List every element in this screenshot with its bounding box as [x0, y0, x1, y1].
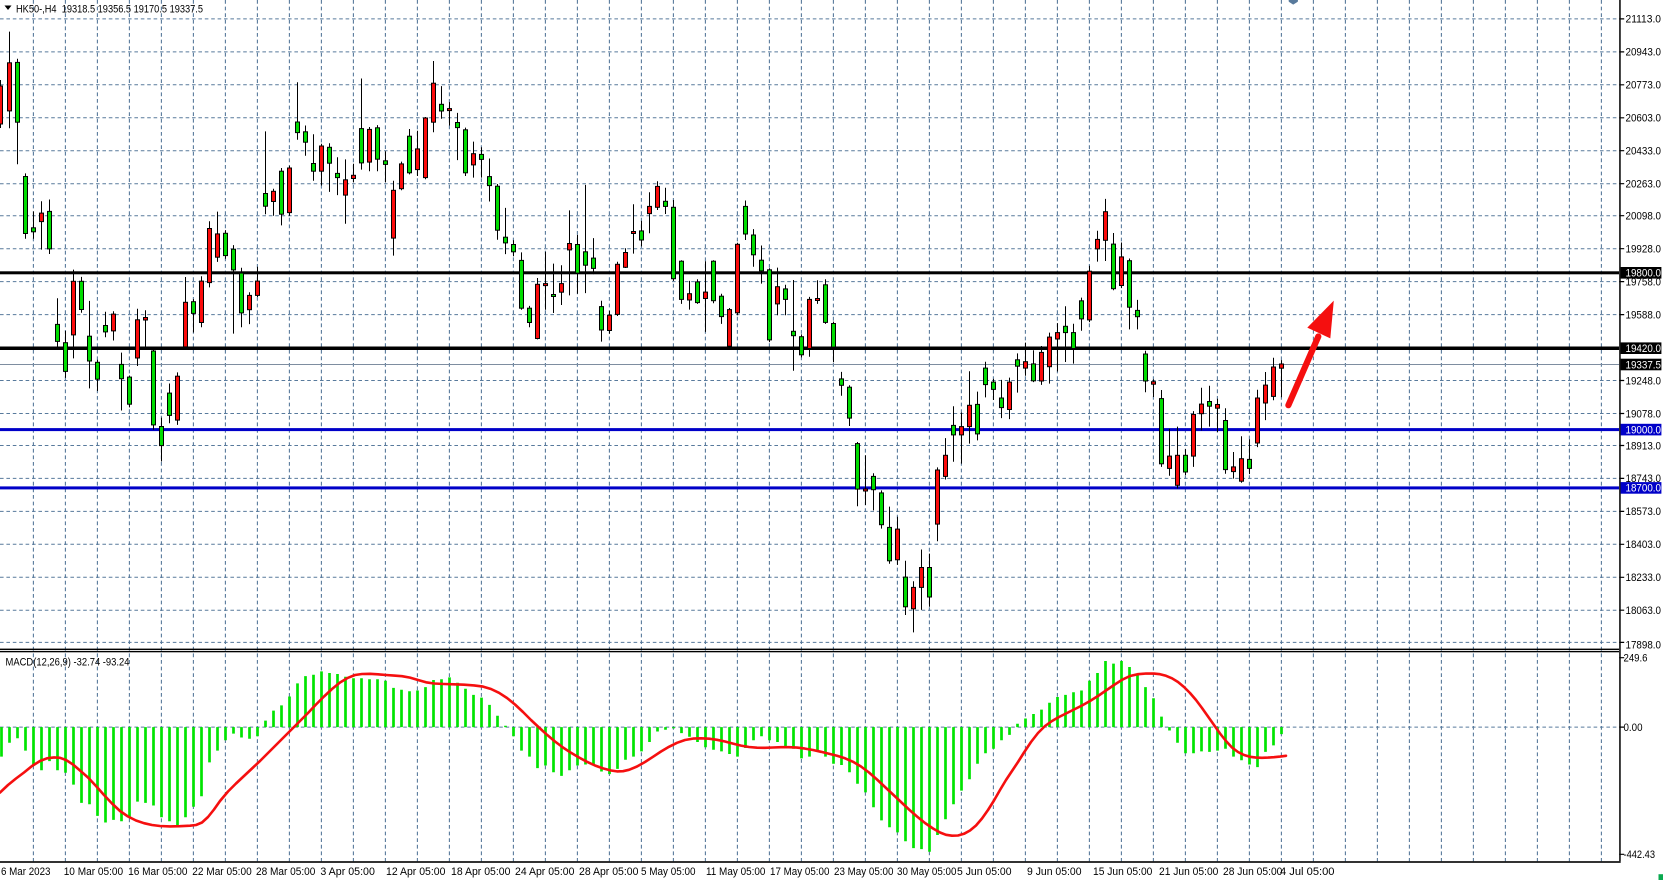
svg-text:19078.0: 19078.0 — [1626, 408, 1662, 420]
svg-text:20098.0: 20098.0 — [1626, 211, 1662, 223]
svg-text:5 Jun 05:00: 5 Jun 05:00 — [957, 866, 1012, 878]
svg-text:10 Mar 05:00: 10 Mar 05:00 — [64, 866, 123, 878]
svg-text:4 Jul 05:00: 4 Jul 05:00 — [1280, 866, 1335, 878]
svg-text:20603.0: 20603.0 — [1626, 113, 1662, 125]
svg-text:23 May 05:00: 23 May 05:00 — [834, 866, 893, 878]
svg-text:19588.0: 19588.0 — [1626, 309, 1662, 321]
svg-text:3 Apr 05:00: 3 Apr 05:00 — [320, 866, 375, 878]
svg-text:18233.0: 18233.0 — [1626, 572, 1662, 584]
svg-text:20773.0: 20773.0 — [1626, 80, 1662, 92]
svg-text:249.6: 249.6 — [1624, 653, 1648, 665]
svg-text:5 May 05:00: 5 May 05:00 — [641, 866, 696, 878]
svg-text:20433.0: 20433.0 — [1626, 146, 1662, 158]
svg-text:18403.0: 18403.0 — [1626, 539, 1662, 551]
svg-text:19420.0: 19420.0 — [1626, 343, 1662, 355]
svg-text:19800.0: 19800.0 — [1626, 268, 1662, 280]
svg-text:19758.0: 19758.0 — [1626, 276, 1662, 288]
svg-text:19248.0: 19248.0 — [1626, 375, 1662, 387]
svg-text:24 Apr 05:00: 24 Apr 05:00 — [515, 866, 574, 878]
svg-text:18913.0: 18913.0 — [1626, 440, 1662, 452]
svg-text:19928.0: 19928.0 — [1626, 244, 1662, 256]
svg-text:9 Jun 05:00: 9 Jun 05:00 — [1027, 866, 1082, 878]
svg-text:19000.0: 19000.0 — [1626, 424, 1662, 436]
svg-text:21113.0: 21113.0 — [1626, 14, 1662, 26]
svg-text:20943.0: 20943.0 — [1626, 47, 1662, 59]
svg-text:16 Mar 05:00: 16 Mar 05:00 — [128, 866, 187, 878]
svg-text:-442.43: -442.43 — [1624, 849, 1656, 861]
svg-text:28 Apr 05:00: 28 Apr 05:00 — [579, 866, 638, 878]
svg-text:21 Jun 05:00: 21 Jun 05:00 — [1159, 866, 1218, 878]
svg-text:18573.0: 18573.0 — [1626, 506, 1662, 518]
svg-text:17898.0: 17898.0 — [1626, 640, 1662, 652]
svg-text:18700.0: 18700.0 — [1626, 483, 1662, 495]
svg-text:18 Apr 05:00: 18 Apr 05:00 — [451, 866, 510, 878]
svg-text:18063.0: 18063.0 — [1626, 605, 1662, 617]
svg-text:30 May 05:00: 30 May 05:00 — [897, 866, 956, 878]
svg-text:12 Apr 05:00: 12 Apr 05:00 — [386, 866, 445, 878]
svg-text:22 Mar 05:00: 22 Mar 05:00 — [192, 866, 251, 878]
svg-text:11 May 05:00: 11 May 05:00 — [706, 866, 765, 878]
svg-text:28 Jun 05:00: 28 Jun 05:00 — [1223, 866, 1282, 878]
svg-text:HK50-,H4 19318.5 19356.5 1917: HK50-,H4 19318.5 19356.5 19170.5 19337.5 — [16, 4, 203, 16]
svg-text:20263.0: 20263.0 — [1626, 179, 1662, 191]
svg-text:28 Mar 05:00: 28 Mar 05:00 — [256, 866, 315, 878]
svg-text:6 Mar 2023: 6 Mar 2023 — [1, 866, 51, 878]
svg-text:MACD(12,26,9) -32.74 -93.24: MACD(12,26,9) -32.74 -93.24 — [6, 657, 130, 669]
svg-text:17 May 05:00: 17 May 05:00 — [770, 866, 829, 878]
svg-text:0.00: 0.00 — [1624, 722, 1643, 734]
svg-text:19337.5: 19337.5 — [1626, 359, 1662, 371]
svg-text:15 Jun 05:00: 15 Jun 05:00 — [1093, 866, 1152, 878]
